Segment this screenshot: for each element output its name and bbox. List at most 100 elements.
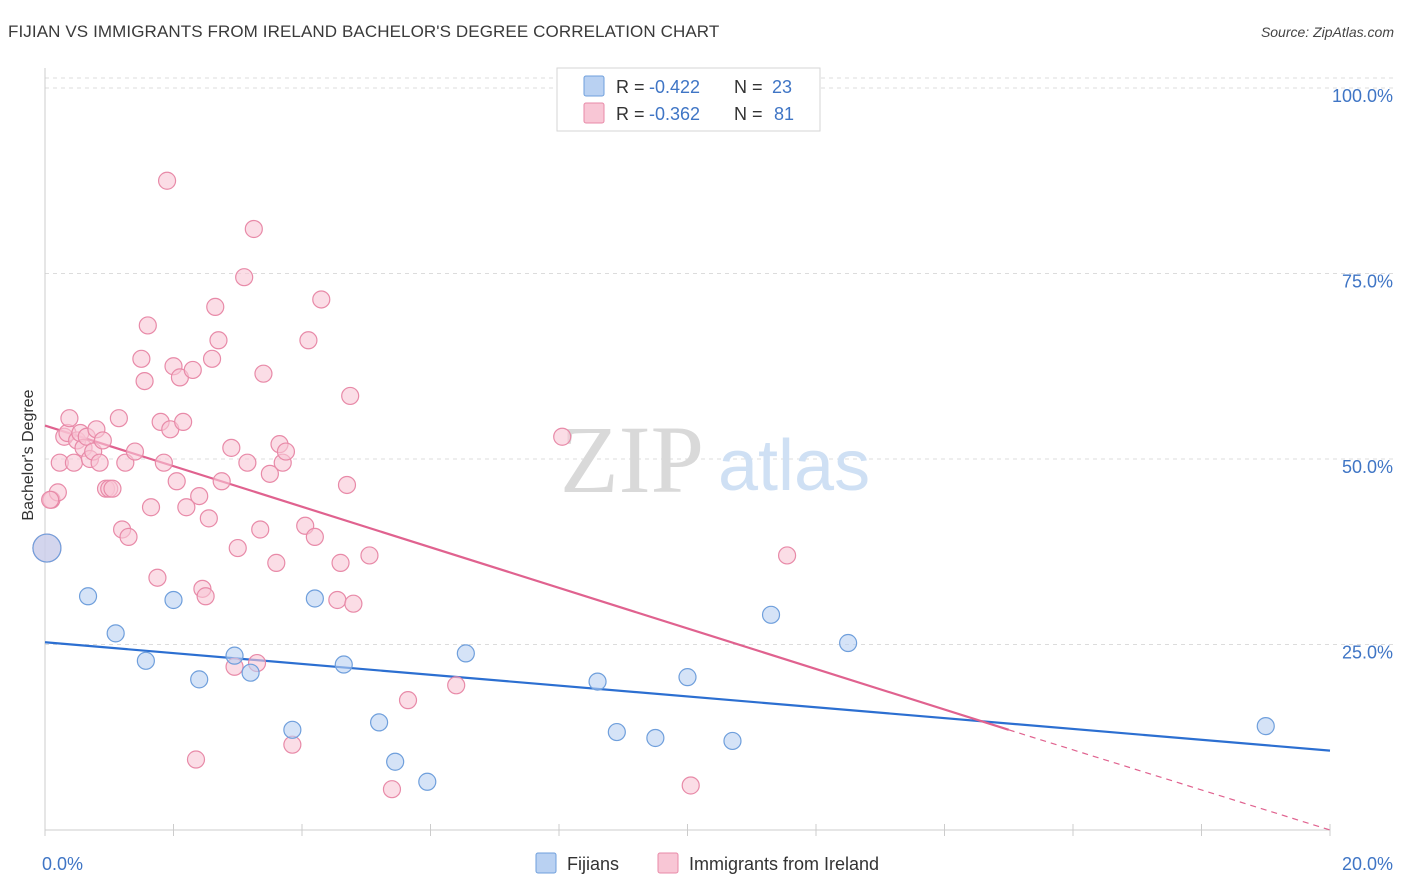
series-legend-swatch-fijians [535,852,557,874]
ireland-point [276,442,296,461]
ireland-point [90,453,109,472]
ireland-point [681,776,700,795]
ireland-point [331,553,350,572]
ireland-point [183,360,202,380]
legend-r-value-2: -0.362 [649,104,700,124]
ireland-point [141,498,161,517]
x-tick-label-min: 0.0% [42,854,83,874]
series-legend-swatch-ireland [657,852,679,874]
ireland-point [235,268,254,287]
ireland-point [244,219,263,239]
legend-n-value-2: 81 [774,104,794,124]
fijians-point [106,624,125,643]
fijians-point [190,670,209,689]
watermark-zip: ZIP [560,406,704,513]
ireland-point [337,475,357,495]
ireland-point [777,546,797,565]
legend-r-label-2: R = [616,104,645,124]
fijians-point [32,533,62,563]
legend-swatch-fijians [583,75,605,97]
scatter-points [32,171,1275,799]
ireland-point [267,553,286,572]
series-legend-label-fijians: Fijians [567,854,619,874]
ireland-point [64,453,84,472]
ireland-point [222,438,241,457]
x-axis-ticks [44,824,1331,836]
fijians-point [607,722,626,742]
ireland-point [60,409,79,428]
legend-n-label-2: N = [734,104,763,124]
ireland-point [109,409,128,428]
ireland-point [212,472,231,491]
ireland-point [202,349,222,368]
ireland-point [119,527,138,547]
legend-r-value-1: -0.422 [649,77,700,97]
ireland-point [299,331,318,350]
x-tick-label-max: 20.0% [1342,854,1393,874]
fijians-point [1256,717,1275,736]
ireland-point [328,590,347,610]
fijians-point [761,605,781,624]
y-tick-labels: 25.0% 50.0% 75.0% 100.0% [1332,86,1393,663]
ireland-point [93,431,112,450]
ireland-point [238,453,257,472]
fijians-point [78,587,98,606]
fijians-point [334,655,353,674]
ireland-point [341,386,360,406]
gridlines [45,77,1393,645]
ireland-point [553,427,572,446]
ireland-point [138,316,157,335]
fijians-point [283,720,302,739]
watermark-atlas: atlas [718,426,870,506]
fijians-point [723,731,742,751]
trend-line-ireland [44,424,1010,731]
ireland-point [199,509,218,528]
legend-r-label-1: R = [616,77,645,97]
chart-source: Source: ZipAtlas.com [1260,24,1394,40]
fijians-point [164,590,183,610]
ireland-point [132,349,151,368]
fijians-point [418,772,437,791]
ireland-point [41,490,60,509]
fijians-point [386,752,405,771]
legend-swatch-ireland [583,102,605,124]
ireland-point [312,290,331,309]
ireland-point [260,464,279,483]
trend-line-ireland-extension [1008,729,1331,831]
fijians-point [370,713,389,732]
fijians-point [136,651,155,670]
ireland-point [154,453,173,472]
ireland-point [228,538,247,558]
legend-n-label-1: N = [734,77,763,97]
y-tick-label-50: 50.0% [1342,457,1393,477]
ireland-point [209,331,228,350]
y-axis-title: Bachelor's Degree [20,389,37,520]
ireland-point [190,487,209,506]
ireland-point [382,780,402,799]
series-legend: Fijians Immigrants from Ireland [535,852,879,874]
ireland-point [398,691,418,710]
ireland-point [447,676,466,695]
ireland-point [148,568,167,587]
fijians-point [241,663,260,682]
ireland-point [206,297,225,316]
ireland-point [157,171,177,190]
ireland-point [167,472,186,491]
ireland-point [251,520,270,539]
y-tick-label-75: 75.0% [1342,272,1393,292]
chart-title: FIJIAN VS IMMIGRANTS FROM IRELAND BACHEL… [8,22,720,41]
ireland-point [135,371,154,391]
ireland-point [174,412,193,431]
fijians-point [678,668,697,687]
fijians-point [588,672,607,691]
fijians-point [225,646,244,665]
ireland-point [186,750,206,769]
fijians-point [456,644,475,663]
ireland-point [125,442,145,461]
ireland-point [196,587,215,606]
ireland-point [344,594,363,613]
y-tick-label-100: 100.0% [1332,86,1393,106]
y-tick-label-25: 25.0% [1342,643,1393,663]
ireland-point [360,546,379,565]
